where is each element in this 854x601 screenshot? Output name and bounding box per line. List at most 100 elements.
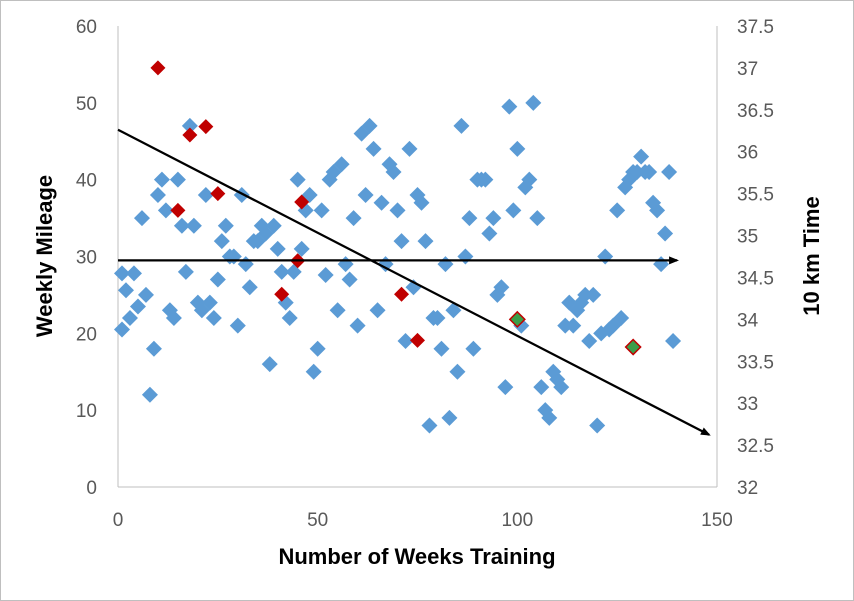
mileage-point [613,309,630,326]
mileage-point [445,302,462,319]
y2-tick-label: 36 [737,143,758,164]
mileage-point [385,163,402,180]
mileage-point [449,363,466,380]
mileage-point [289,171,306,188]
race-time-point [170,202,186,218]
race-time-point [410,332,425,348]
trend-arrow-decline [117,128,711,436]
mileage-point [173,217,190,234]
trend-arrows [117,128,711,436]
mileage-point [337,256,354,273]
mileage-point [429,309,446,326]
mileage-point [589,417,606,434]
data-points [113,60,682,434]
mileage-point [113,265,130,282]
mileage-point [197,187,214,204]
mileage-point [477,171,494,188]
mileage-point [145,340,162,357]
mileage-point [317,266,334,283]
mileage-point [457,248,474,265]
y2-tick-label: 35 [737,227,758,248]
mileage-point [153,171,170,188]
x-axis-title: Number of Weeks Training [278,544,555,569]
mileage-point [581,333,598,350]
mileage-point [113,321,130,338]
y-tick-label: 0 [86,478,97,499]
y2-tick-label: 37.5 [737,17,774,38]
mileage-point [217,217,234,234]
mileage-point [281,309,298,326]
mileage-point [609,202,626,219]
mileage-point [177,263,194,280]
race-time-point [150,60,166,76]
mileage-point [265,217,282,234]
y-tick-label: 30 [76,248,97,269]
mileage-point [233,187,250,204]
y2-tick-label: 33 [737,394,758,415]
mileage-point [121,309,138,326]
mileage-point [597,248,614,265]
mileage-point [129,298,146,315]
mileage-point [649,202,666,219]
y-tick-label: 40 [76,171,97,192]
y-axis-title-right: 10 km Time [799,196,824,315]
mileage-point [397,333,414,350]
mileage-point [529,210,546,227]
x-tick-label: 50 [307,510,328,531]
y2-tick-label: 35.5 [737,185,774,206]
y-tick-labels-right: 32 32.5 33 33.5 34 34.5 35 35.5 36 36.5 37 37.5 [737,17,774,499]
x-tick-labels: 0 50 100 150 [113,510,733,531]
mileage-point [393,233,410,250]
mileage-point [501,98,518,115]
y-axis-title-left: Weekly Mileage [32,175,57,337]
mileage-point [437,256,454,273]
race-time-point [210,186,226,202]
mileage-point [493,279,510,296]
race-time-point-best [624,338,642,356]
mileage-point [525,94,542,111]
y2-tick-label: 34.5 [737,268,774,289]
y2-tick-label: 33.5 [737,352,774,373]
mileage-point [237,256,254,273]
y-tick-labels-left: 0 10 20 30 40 50 60 [76,17,97,499]
mileage-point [117,282,134,299]
mileage-point [485,210,502,227]
mileage-point [357,187,374,204]
x-tick-label: 0 [113,510,124,531]
y2-tick-label: 37 [737,59,758,80]
mileage-point [141,386,158,403]
y2-tick-label: 32.5 [737,436,774,457]
mileage-point [149,187,166,204]
mileage-point [349,317,366,334]
y-tick-label: 20 [76,324,97,345]
mileage-point [481,225,498,242]
mileage-point [369,302,386,319]
mileage-point [261,356,278,373]
mileage-point [453,117,470,134]
y2-tick-label: 32 [737,478,758,499]
mileage-point [461,210,478,227]
mileage-point [417,233,434,250]
mileage-point [389,202,406,219]
race-time-point [274,286,290,302]
mileage-point [165,309,182,326]
axes [117,26,718,488]
y-tick-label: 10 [76,401,97,422]
mileage-point [509,140,526,157]
mileage-point [181,117,198,134]
race-time-point [394,286,410,302]
mileage-point [657,225,674,242]
x-tick-label: 150 [701,510,733,531]
mileage-point [313,202,330,219]
mileage-point [665,333,682,350]
mileage-point [465,340,482,357]
y-tick-label: 50 [76,94,97,115]
mileage-point [401,140,418,157]
mileage-point [633,148,650,165]
race-time-point [294,194,310,210]
mileage-point [185,217,202,234]
mileage-point [553,379,570,396]
mileage-point [309,340,326,357]
race-time-point-best [508,310,526,328]
mileage-point [365,140,382,157]
